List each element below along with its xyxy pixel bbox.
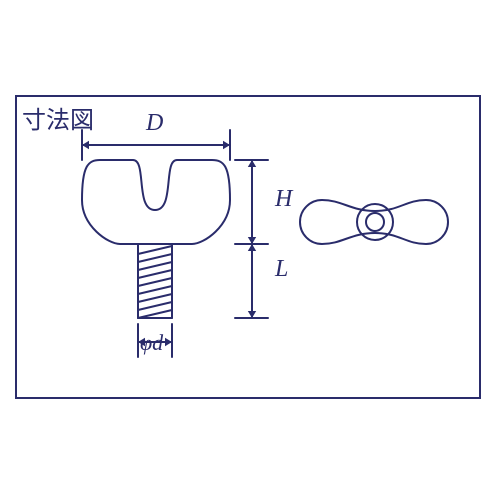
diagram-canvas: 寸法図 D H L φd xyxy=(0,0,500,500)
dim-label-L: L xyxy=(275,256,288,283)
dim-label-D: D xyxy=(146,110,163,137)
line-art xyxy=(0,0,500,500)
dim-label-phi-d: φd xyxy=(140,330,163,356)
dim-label-H: H xyxy=(275,186,292,213)
